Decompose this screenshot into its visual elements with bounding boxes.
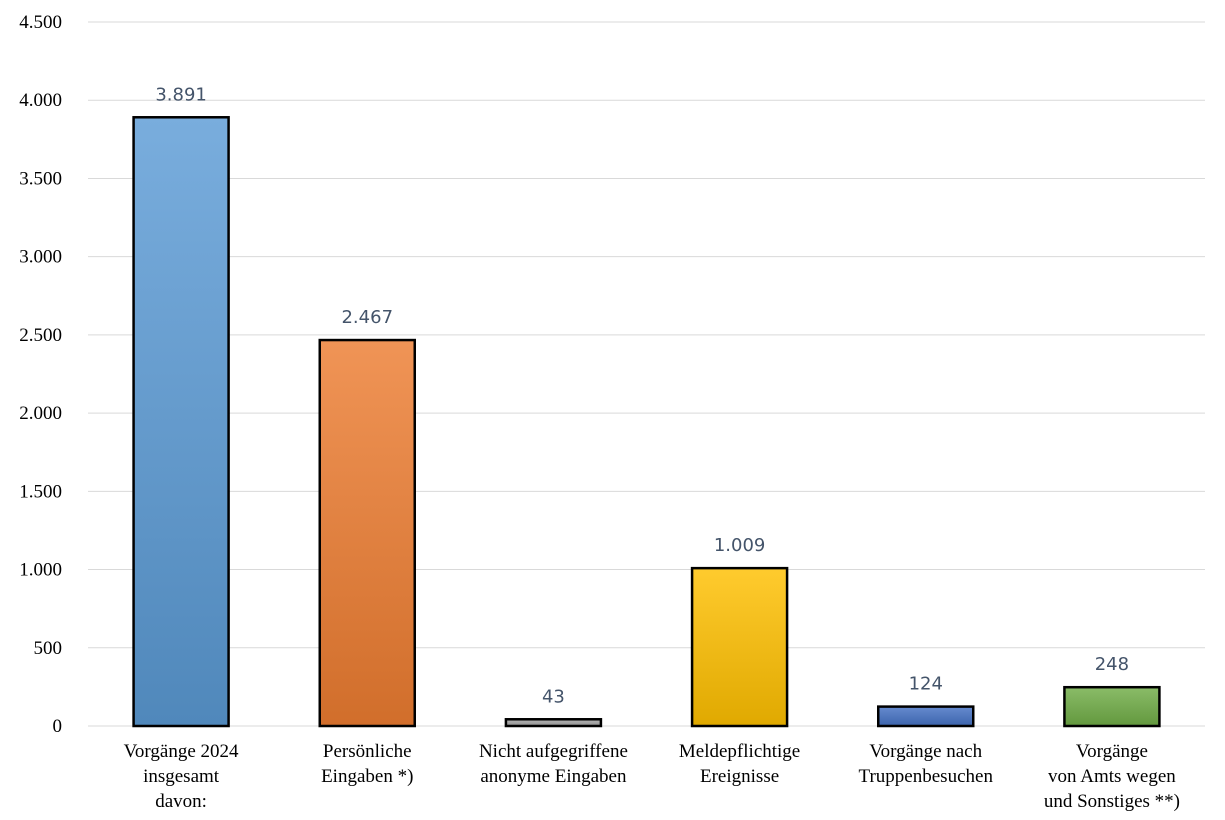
bar	[1063, 685, 1161, 728]
bar	[318, 338, 416, 728]
x-tick-label: Nicht aufgegriffene anonyme Eingaben	[479, 741, 628, 787]
y-axis-ticks: 0 500 1.000 1.500 2.000 2.500 3.000 3.500 4.000 4…	[19, 12, 62, 737]
x-tick-label: Vorgänge von Amts wegen und Sonstiges **)	[1044, 741, 1180, 812]
x-tick-label: Vorgänge 2024 insgesamt davon:	[124, 741, 239, 812]
y-tick-label: 3.000	[19, 247, 62, 268]
bar	[690, 566, 789, 728]
y-tick-label: 3.500	[19, 168, 62, 189]
x-tick-label: Meldepflichtige Ereignisse	[679, 741, 800, 787]
bar	[504, 718, 603, 728]
y-tick-label: 2.000	[19, 403, 62, 424]
x-axis-ticks: Vorgänge 2024 insgesamt davon: Persönliche E…	[124, 741, 1180, 812]
bar	[877, 705, 975, 728]
data-label: 124	[909, 674, 943, 695]
y-tick-label: 0	[53, 716, 63, 737]
gridlines	[88, 21, 1205, 727]
y-tick-label: 4.500	[19, 12, 62, 33]
bar	[132, 116, 230, 728]
bars	[132, 116, 1161, 728]
data-label: 2.467	[341, 307, 393, 328]
data-label: 248	[1095, 654, 1129, 675]
data-labels: 3.891 2.467 43 1.009 124 248	[155, 84, 1129, 707]
y-tick-label: 4.000	[19, 90, 62, 111]
x-tick-label: Persönliche Eingaben *)	[321, 741, 413, 787]
x-tick-label: Vorgänge nach Truppenbesuchen	[859, 741, 994, 787]
y-tick-label: 1.000	[19, 560, 62, 581]
data-label: 3.891	[155, 84, 207, 105]
y-tick-label: 1.500	[19, 481, 62, 502]
data-label: 1.009	[714, 535, 766, 556]
y-tick-label: 500	[34, 638, 63, 659]
y-tick-label: 2.500	[19, 325, 62, 346]
data-label: 43	[542, 686, 565, 707]
